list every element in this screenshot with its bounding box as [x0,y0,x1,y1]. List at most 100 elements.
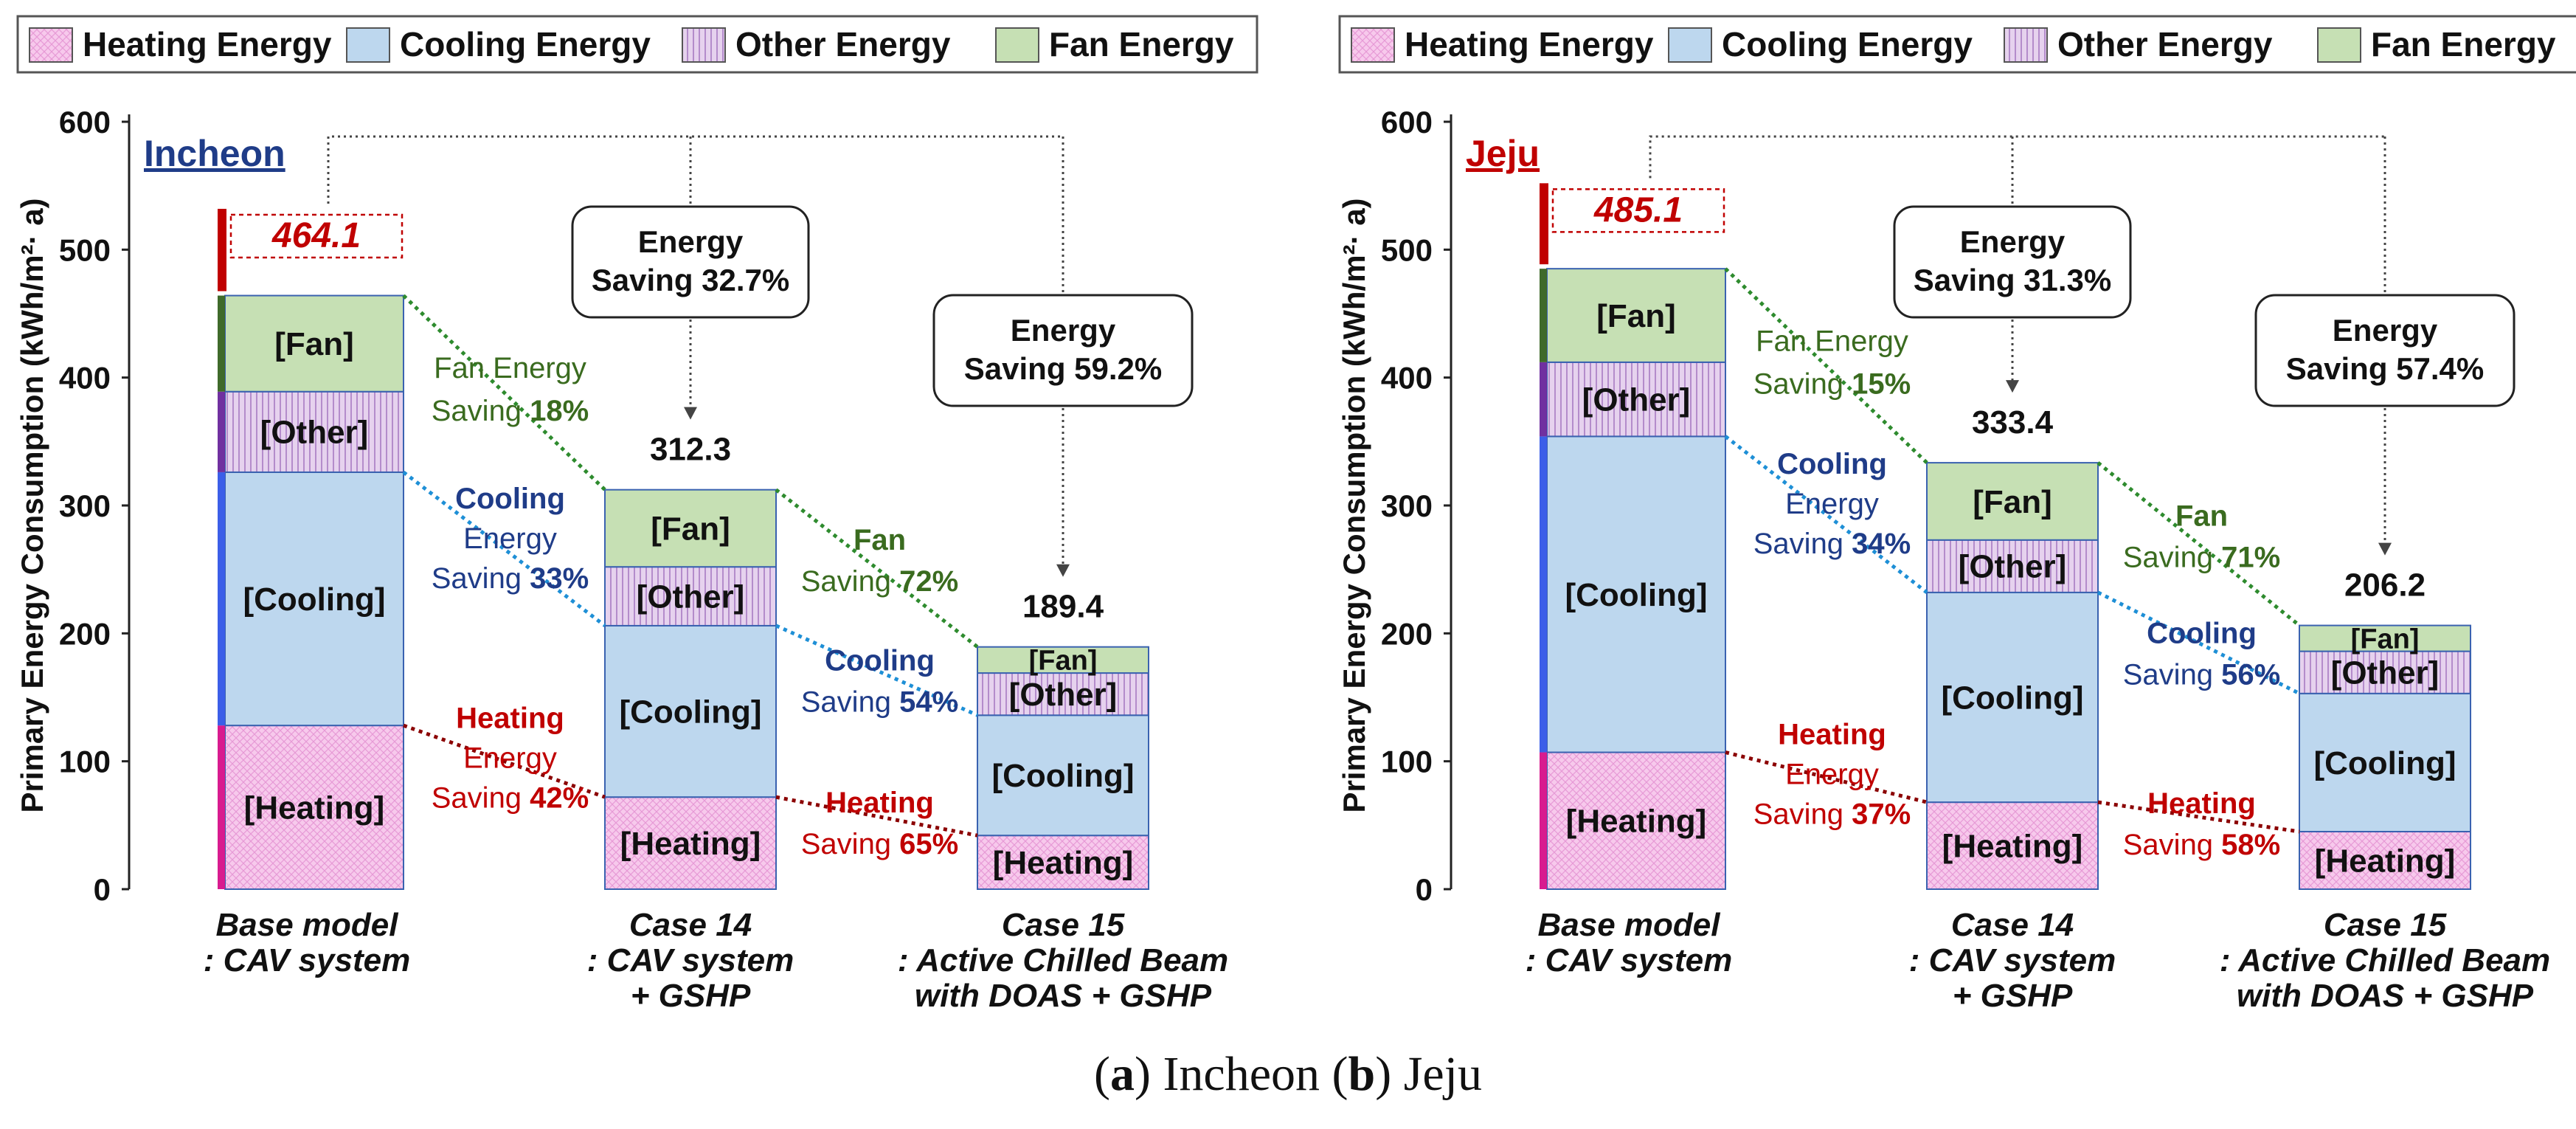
bar-segment-fan [2299,624,2471,652]
bar-label-other-part: [ [1959,549,1970,585]
heating-saving2-value: Saving 65% [801,828,958,860]
bar-label-fan-part: F [1984,484,2004,520]
arrow-head-case15 [1056,564,1070,577]
bar-label-cooling-part: C [1003,758,1026,794]
bar-label-heating-part: H [1953,828,1976,864]
dotted-connector [1649,135,2385,179]
bar-label-cooling-part: [ [1941,680,1952,716]
bar-label-other-part: [ [637,579,648,615]
bar-label-heating-part: [ [1942,828,1953,864]
bar-label-fan-part: [ [1029,646,1039,677]
bar-label-fan: [Fan] [1596,298,1676,334]
y-tick-label: 600 [59,105,111,139]
y-tick-label: 400 [59,361,111,396]
bar-label-cooling-part: [ [619,694,630,730]
category-label: Case 14 [1951,907,2074,943]
bar-label-heating: [Heating] [620,826,761,862]
total-marker-bar [1540,183,1548,265]
bar-label-fan-part: [ [2351,624,2361,655]
bar-label-cooling: [Cooling] [243,581,385,618]
y-tick-label: 200 [59,616,111,651]
heating-saving-energy: Energy [463,742,557,775]
heating-saving2-value-part: 65% [899,828,958,860]
bar-segment-cooling [1926,591,2099,804]
bar-label-heating-part: eating] [1976,828,2082,864]
cooling-saving-value: Saving 33% [432,562,589,595]
heating-saving-title: Heating [1778,718,1886,750]
bar-label-cooling-part: C [1576,577,1599,613]
bar-label-cooling: [Cooling] [1565,577,1707,613]
y-tick-label: 500 [59,232,111,267]
bar-label-other-part: ther] [1045,677,1118,713]
side-strip-fan [218,295,225,392]
total-label-case15: 206.2 [2344,567,2426,604]
bar-label-fan-part: F [1607,298,1627,334]
heating-saving-value-part: 42% [530,782,589,815]
category-label: : CAV system [587,942,794,978]
y-tick-label: 500 [1381,232,1433,267]
bar-label-heating-part: [ [993,845,1004,881]
bar-label-heating-part: H [255,790,278,826]
bar-label-cooling-part: ooling] [654,694,762,730]
heating-saving2-value-part: Saving [801,828,899,860]
bar-label-other-part: O [1593,382,1618,418]
bar-label-other-part: [ [2331,655,2342,691]
caption-a: a [1109,1047,1135,1101]
bar-label-other: [Other] [260,415,369,451]
heating-saving-energy: Energy [1785,758,1879,790]
bar-label-fan-part: F [285,326,305,362]
bar-label-heating: [Heating] [244,790,385,826]
arrow-head-case14 [684,407,697,420]
energy-saving-line1: Energy [638,224,744,259]
bar-label-heating-part: eating] [1027,845,1133,881]
category-label: : CAV system [1909,942,2116,978]
caption-jeju: ) Jeju [1375,1047,1483,1101]
category-label: Case 15 [1002,907,1125,943]
y-axis-label: Primary Energy Consumption (kWh/m²· a) [1337,198,1371,812]
total-label-case15: 189.4 [1022,589,1104,625]
fan-saving2-value-part: Saving [801,565,899,598]
total-label-case14: 312.3 [650,432,731,468]
saving-line-cooling [1724,435,1928,594]
energy-saving-line2: Saving 32.7% [592,263,789,297]
region-label: Jeju [1466,133,1540,174]
side-strip-cooling [218,472,225,726]
legend-swatch-cooling [346,27,390,63]
bar-label-other: [Other] [1009,677,1118,713]
fan-saving-value-part: Saving [432,395,530,427]
fan-saving-value: Saving 15% [1753,368,1911,401]
total-label-base: 485.1 [1593,190,1683,229]
fan-saving2-value: Saving 71% [2123,541,2280,573]
dotted-connector [327,135,1063,204]
energy-saving-box [932,294,1194,407]
bar-label-heating-part: [ [2315,843,2326,879]
energy-saving-box [2254,294,2516,407]
bar-label-cooling-part: [ [991,758,1003,794]
legend-label-other: Other Energy [2057,25,2273,63]
energy-saving-line1: Energy [1011,313,1116,348]
bar-label-other-part: ther] [1995,549,2067,585]
bar-segment-heating [2299,831,2471,890]
fan-saving-title: Fan Energy [434,352,586,384]
heating-saving-title: Heating [456,702,564,735]
bar-label-other-part: O [271,415,296,451]
cooling-saving-energy: Energy [463,522,557,555]
legend-label-fan: Fan Energy [1049,25,1234,63]
bar-label-cooling: [Cooling] [1941,680,2083,716]
energy-saving-line1: Energy [2333,313,2438,348]
category-label: Case 15 [2324,907,2447,943]
bar-label-cooling-part: ooling] [1976,680,2084,716]
total-box [1551,188,1725,233]
bar-label-cooling-part: ooling] [1026,758,1135,794]
saving-line-heating [403,723,606,799]
side-strip-fan [1540,269,1547,362]
cooling-saving2-value: Saving 54% [801,686,958,719]
y-tick-label: 300 [59,488,111,523]
legend-box [16,15,1258,74]
bar-label-fan: [Fan] [274,326,354,362]
bar-segment-fan [224,294,404,393]
side-strip-cooling [1540,436,1547,753]
bar-label-cooling-part: C [630,694,654,730]
bar-segment-heating [1926,801,2099,890]
bar-label-fan-part: an] [2377,624,2419,655]
